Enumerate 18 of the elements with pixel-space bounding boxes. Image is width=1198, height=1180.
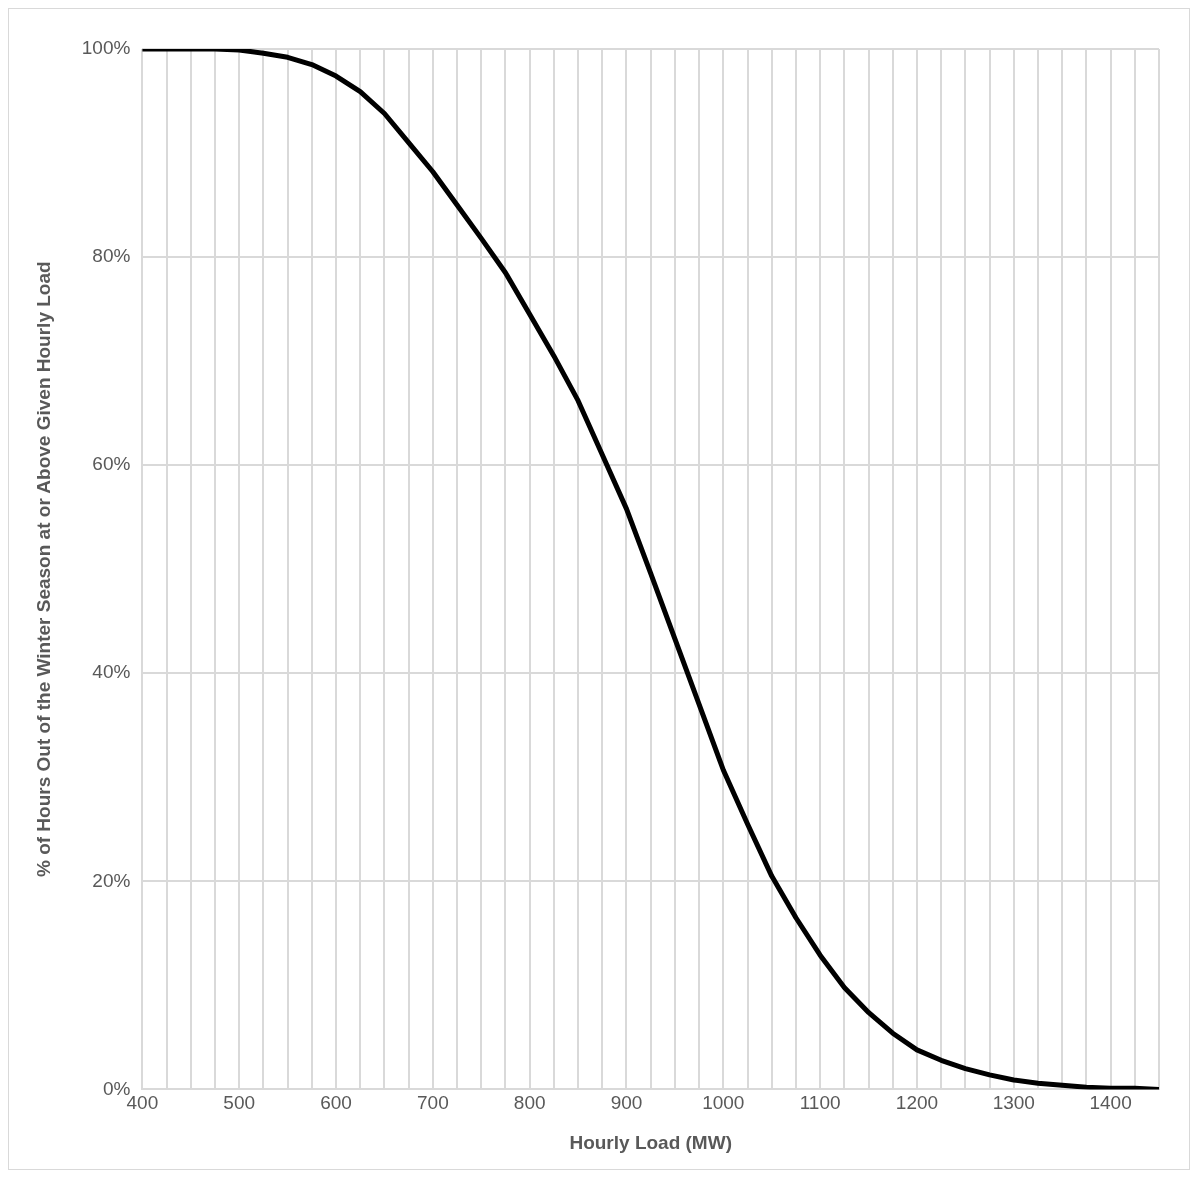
- y-tick-label: 40%: [92, 661, 131, 683]
- x-tick-label: 600: [320, 1092, 352, 1114]
- y-tick-label: 80%: [92, 245, 131, 267]
- x-tick-label: 1100: [799, 1092, 841, 1114]
- y-tick-label: 0%: [102, 1077, 131, 1099]
- x-tick-label: 800: [513, 1092, 546, 1114]
- x-tick-label: 1000: [702, 1092, 745, 1114]
- y-axis-title: % of Hours Out of the Winter Season at or Above Given Hourly Load: [32, 261, 54, 878]
- x-tick-label: 1300: [992, 1092, 1035, 1114]
- y-tick-label: 20%: [92, 869, 131, 891]
- x-tick-label: 500: [223, 1092, 256, 1114]
- x-tick-label: 1200: [895, 1092, 939, 1114]
- x-tick-label: 1400: [1089, 1092, 1132, 1114]
- x-tick-label: 900: [610, 1092, 643, 1114]
- y-tick-label: 60%: [92, 453, 131, 475]
- y-tick-label: 100%: [81, 37, 131, 59]
- x-axis-title: Hourly Load (MW): [569, 1131, 732, 1153]
- x-tick-label: 700: [417, 1092, 449, 1114]
